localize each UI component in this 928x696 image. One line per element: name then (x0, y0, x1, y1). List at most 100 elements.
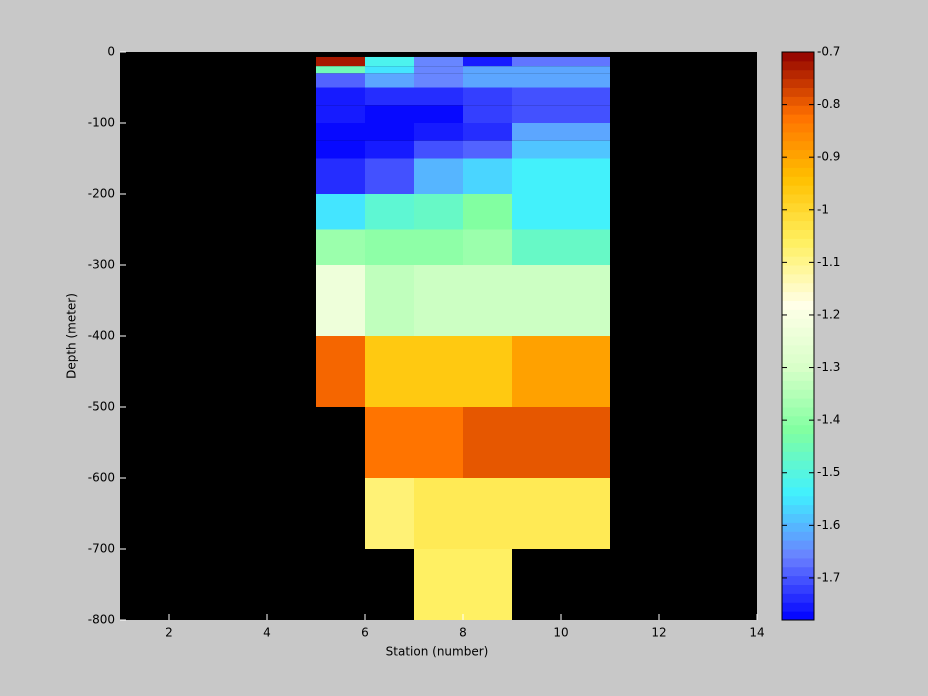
heat-cell (316, 87, 365, 106)
colorbar-swatch (782, 424, 814, 435)
colorbar-tick-label: -0.7 (817, 45, 840, 59)
colorbar-swatch (782, 433, 814, 443)
heat-cell (463, 265, 512, 336)
heat-cell (316, 73, 365, 88)
heat-cell (414, 66, 463, 74)
colorbar-swatch (782, 451, 814, 461)
colorbar-swatch (782, 327, 814, 337)
colorbar-swatch (782, 123, 814, 133)
heat-cell (414, 105, 463, 123)
colorbar-swatch (782, 344, 814, 355)
colorbar-swatch (782, 566, 814, 577)
colorbar-swatch (782, 584, 814, 594)
heat-cell (463, 87, 512, 106)
y-tick-label: -200 (88, 187, 115, 201)
heat-cell (316, 265, 365, 336)
heat-cell (414, 87, 463, 106)
y-tick-label: -100 (88, 116, 115, 130)
heat-cell (365, 194, 414, 230)
heat-cell (316, 56, 365, 67)
heat-cell (463, 407, 512, 478)
heat-cell (365, 229, 414, 265)
colorbar-swatch (782, 176, 814, 186)
heat-cell (512, 56, 610, 67)
colorbar-tick-label: -1.2 (817, 307, 840, 321)
colorbar-swatch (782, 229, 814, 239)
colorbar-swatch (782, 87, 814, 97)
colorbar-swatch (782, 96, 814, 106)
colorbar-swatch (782, 220, 814, 230)
colorbar-swatch (782, 78, 814, 88)
heat-cell (463, 336, 512, 407)
heat-cell (512, 105, 610, 123)
x-tick-label: 8 (459, 626, 467, 640)
colorbar-swatch (782, 611, 814, 621)
colorbar-swatch (782, 318, 814, 328)
colorbar-swatch (782, 52, 814, 62)
colorbar-swatch (782, 353, 814, 364)
colorbar-swatch (782, 407, 814, 417)
heat-cell (414, 407, 463, 478)
heat-cell (414, 73, 463, 88)
heat-cell (463, 140, 512, 159)
colorbar-swatch (782, 362, 814, 372)
colorbar-swatch (782, 194, 814, 204)
heat-cell (414, 549, 463, 620)
heat-cell (512, 265, 610, 336)
colorbar-swatch (782, 504, 814, 514)
colorbar-tick-label: -1 (817, 202, 829, 216)
colorbar-swatch (782, 398, 814, 408)
heat-cell (414, 158, 463, 194)
colorbar-tick-label: -0.9 (817, 150, 840, 164)
colorbar-swatch (782, 495, 814, 506)
heat-cell (365, 265, 414, 336)
heat-cell (365, 407, 414, 478)
heat-cell (512, 194, 610, 230)
x-axis-label: Station (number) (386, 645, 489, 659)
x-tick-label: 14 (749, 626, 764, 640)
heat-cell (365, 66, 414, 74)
heat-cell (414, 478, 463, 549)
colorbar-tick-label: -1.1 (817, 255, 840, 269)
heat-cell (414, 140, 463, 159)
colorbar-tick-label: -1.6 (817, 518, 840, 532)
heat-cell (512, 123, 610, 141)
heat-cell (512, 66, 610, 74)
colorbar-swatch (782, 380, 814, 390)
colorbar-swatch (782, 265, 814, 275)
colorbar-swatch (782, 158, 814, 168)
heat-cell (414, 194, 463, 230)
colorbar-swatch (782, 602, 814, 612)
colorbar-swatch (782, 557, 814, 568)
colorbar-swatch (782, 114, 814, 124)
colorbar-swatch (782, 442, 814, 452)
heat-cell (463, 229, 512, 265)
heat-cell (365, 158, 414, 194)
colorbar-swatch (782, 460, 814, 470)
y-axis-label: Depth (meter) (65, 293, 79, 379)
x-tick-label: 4 (263, 626, 271, 640)
heat-cell (414, 123, 463, 141)
colorbar-swatch (782, 522, 814, 532)
heat-cell (316, 123, 365, 141)
x-tick-label: 10 (553, 626, 568, 640)
colorbar-frame (781, 51, 815, 621)
colorbar-tick-label: -1.7 (817, 570, 840, 584)
colorbar-swatch (782, 282, 814, 293)
colorbar-swatch (782, 531, 814, 541)
heat-cell (512, 336, 610, 407)
x-tick-label: 2 (165, 626, 173, 640)
heat-cell (512, 229, 610, 265)
heat-cell (365, 105, 414, 123)
colorbar-tick-label: -1.5 (817, 465, 840, 479)
heat-cell (414, 56, 463, 67)
y-tick-label: -500 (88, 400, 115, 414)
heat-cell (414, 336, 463, 407)
colorbar-swatch (782, 185, 814, 195)
colorbar-swatch (782, 291, 814, 301)
colorbar-tick-label: -1.4 (817, 413, 840, 427)
colorbar-swatch (782, 415, 814, 426)
heat-cell (316, 66, 365, 74)
colorbar-swatch (782, 371, 814, 381)
